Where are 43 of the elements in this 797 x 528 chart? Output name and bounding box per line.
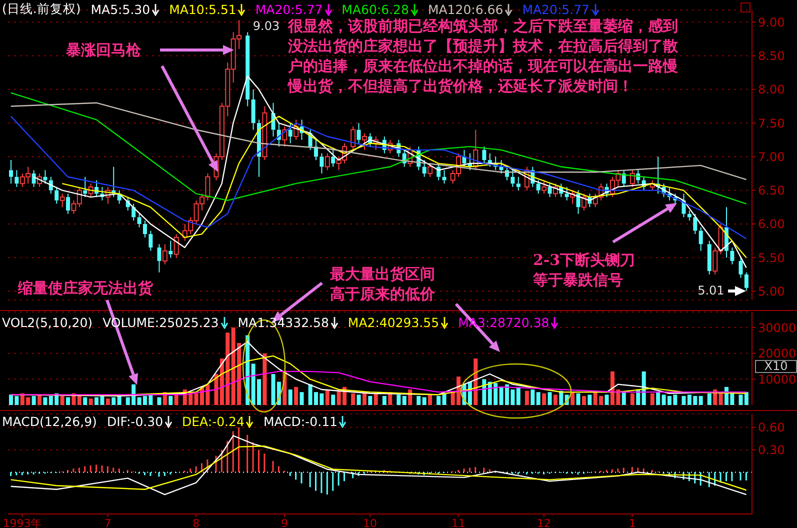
legend-label: MA60:6.28 xyxy=(342,1,410,18)
annotation: 5.01 xyxy=(698,284,724,298)
legend-label: MA10:5.51 xyxy=(169,1,238,18)
annotation: 缩量使庄家无法出货 xyxy=(18,278,154,298)
y-tick-label: 30000 xyxy=(758,320,796,335)
annotation: 2-3下断头铡刀等于暴跌信号 xyxy=(533,250,636,290)
chart-title: MACD(12,26,9) xyxy=(2,414,97,429)
annotation: 暴涨回马枪 xyxy=(66,40,142,60)
chart-title: (日线.前复权) xyxy=(2,1,81,18)
annotation: 很显然，该股前期已经构筑头部，之后下跌至量萎缩，感到没法出货的庄家想出了【预提升】技术，在拉高后得到了散户的追捧，原来在低位出不掉的话，现在可以在高出一路慢慢出货，不但提高了出货价格，还延长了派发时间！ xyxy=(288,16,679,96)
legend-label: MACD:-0.11 xyxy=(263,414,338,429)
y-tick-label: 10000 xyxy=(758,372,796,386)
y-tick-label: 5.00 xyxy=(758,284,785,299)
y-tick-label: 6.50 xyxy=(758,184,785,198)
x-tick-label: 12 xyxy=(536,516,551,528)
y-tick-label: 7.50 xyxy=(758,116,785,130)
text: X10 xyxy=(755,359,797,373)
y-tick-label: 0.60 xyxy=(758,420,785,435)
y-tick-label: 0.30 xyxy=(758,443,785,458)
x-tick-label: 8 xyxy=(192,516,200,528)
y-tick-label: 7.00 xyxy=(758,150,785,164)
x-tick-label: 1993年 xyxy=(2,516,42,528)
legend-label: MA2:40293.55 xyxy=(348,315,440,330)
annotation: 最大量出货区间高于原来的低价 xyxy=(330,264,436,304)
y-tick-label: 8.50 xyxy=(758,49,785,64)
x-tick-label: 9 xyxy=(281,516,288,528)
legend-label: DEA:-0.24 xyxy=(182,414,246,429)
annotation: 9.03 xyxy=(252,19,280,34)
y-tick-label: 8.00 xyxy=(758,82,785,97)
y-tick-label: 6.00 xyxy=(758,217,785,232)
y-tick-label: 5.50 xyxy=(758,250,785,265)
x-tick-label: 11 xyxy=(451,516,466,528)
y-tick-label: 20000 xyxy=(758,346,796,361)
x-tick-label: 1 xyxy=(628,516,636,528)
chart-title: VOL2(5,10,20) xyxy=(2,315,93,330)
legend-label: DIF:-0.30 xyxy=(106,414,164,429)
x-tick-label: 10 xyxy=(363,516,378,528)
annotation: MA20:5.77 xyxy=(255,1,324,18)
x-tick-label: 7 xyxy=(104,516,112,528)
y-tick-label: 9.00 xyxy=(758,15,785,30)
legend-label: MA120:6.66 xyxy=(428,1,504,18)
legend-label: MA5:5.30 xyxy=(90,1,152,18)
legend-label: MA20:5.77 xyxy=(522,1,591,18)
